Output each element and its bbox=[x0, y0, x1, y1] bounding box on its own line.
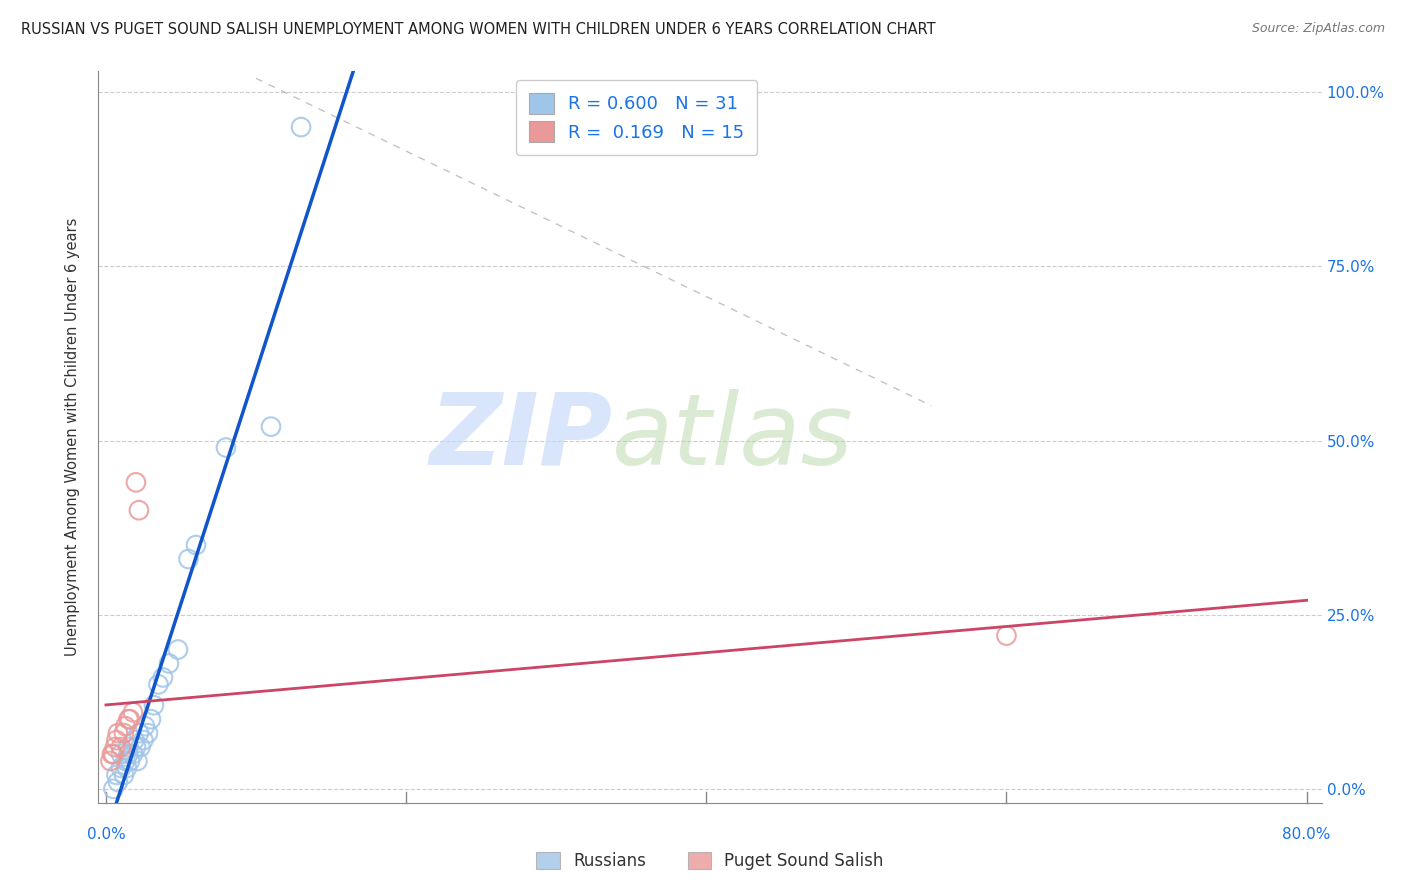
Point bbox=[260, 419, 283, 434]
Point bbox=[122, 747, 145, 761]
Point bbox=[101, 747, 124, 761]
Point bbox=[127, 754, 149, 768]
Point bbox=[118, 754, 141, 768]
Point bbox=[105, 768, 128, 782]
Point bbox=[128, 726, 150, 740]
Point bbox=[136, 726, 159, 740]
Point bbox=[112, 768, 135, 782]
Point bbox=[142, 698, 165, 713]
Point bbox=[100, 754, 122, 768]
Text: Source: ZipAtlas.com: Source: ZipAtlas.com bbox=[1251, 22, 1385, 36]
Point bbox=[105, 733, 128, 747]
Point bbox=[110, 747, 132, 761]
Point bbox=[115, 761, 138, 775]
Point bbox=[128, 503, 150, 517]
Text: 80.0%: 80.0% bbox=[1282, 827, 1331, 842]
Point bbox=[117, 712, 139, 726]
Text: atlas: atlas bbox=[612, 389, 853, 485]
Point bbox=[114, 754, 136, 768]
Point bbox=[290, 120, 312, 134]
Point bbox=[103, 781, 125, 796]
Text: RUSSIAN VS PUGET SOUND SALISH UNEMPLOYMENT AMONG WOMEN WITH CHILDREN UNDER 6 YEA: RUSSIAN VS PUGET SOUND SALISH UNEMPLOYME… bbox=[21, 22, 936, 37]
Point bbox=[118, 712, 141, 726]
Point bbox=[117, 747, 139, 761]
Point bbox=[124, 733, 146, 747]
Text: 0.0%: 0.0% bbox=[87, 827, 125, 842]
Y-axis label: Unemployment Among Women with Children Under 6 years: Unemployment Among Women with Children U… bbox=[65, 218, 80, 657]
Point bbox=[184, 538, 207, 552]
Point bbox=[104, 740, 127, 755]
Point bbox=[110, 761, 132, 775]
Text: ZIP: ZIP bbox=[429, 389, 612, 485]
Point bbox=[107, 775, 129, 789]
Point bbox=[125, 475, 148, 490]
Point bbox=[167, 642, 190, 657]
Point bbox=[134, 719, 156, 733]
Point bbox=[103, 747, 125, 761]
Point bbox=[114, 719, 136, 733]
Point bbox=[125, 740, 148, 755]
Point bbox=[157, 657, 180, 671]
Point bbox=[107, 726, 129, 740]
Point bbox=[122, 705, 145, 719]
Point bbox=[148, 677, 170, 691]
Point bbox=[139, 712, 162, 726]
Point bbox=[177, 552, 200, 566]
Point bbox=[112, 726, 135, 740]
Point bbox=[110, 740, 132, 755]
Point bbox=[995, 629, 1018, 643]
Point bbox=[117, 740, 139, 755]
Point bbox=[152, 670, 174, 684]
Point bbox=[129, 740, 152, 755]
Legend: Russians, Puget Sound Salish: Russians, Puget Sound Salish bbox=[529, 844, 891, 879]
Point bbox=[215, 441, 238, 455]
Point bbox=[132, 733, 155, 747]
